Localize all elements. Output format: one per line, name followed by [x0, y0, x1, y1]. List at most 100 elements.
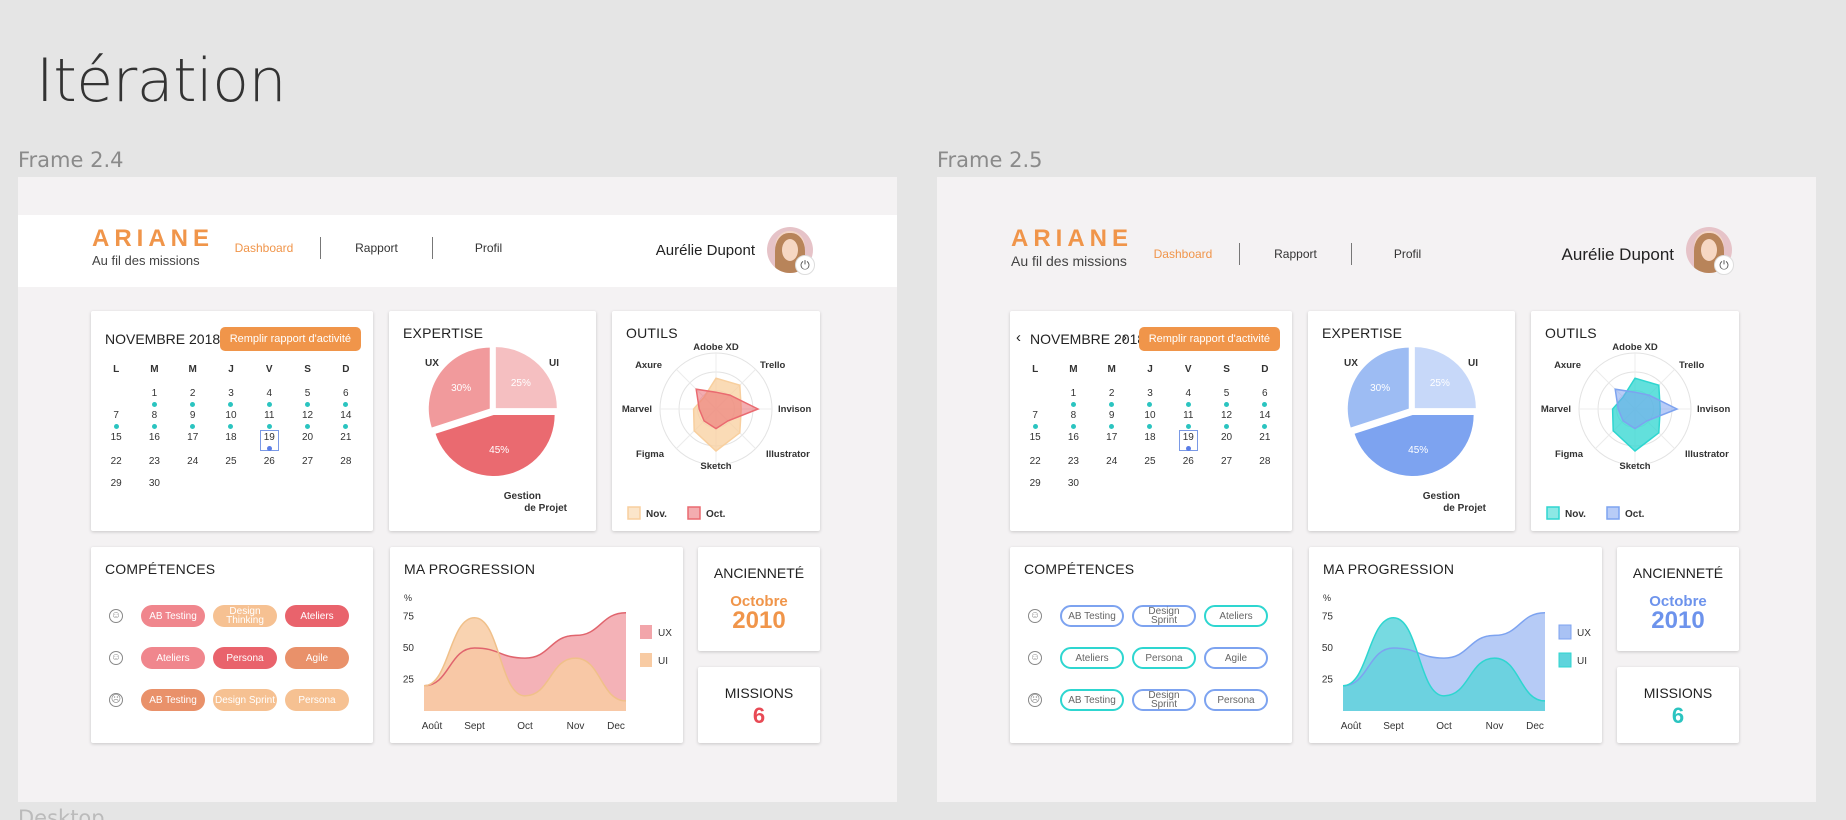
calendar-day[interactable]: 14 — [327, 409, 365, 431]
logo[interactable]: ARIANE Au fil des missions — [1011, 227, 1133, 270]
calendar-day[interactable]: 25 — [212, 455, 250, 477]
calendar-day[interactable]: 17 — [1093, 431, 1131, 455]
calendar-day[interactable]: 12 — [288, 409, 326, 431]
calendar-day[interactable]: 20 — [1207, 431, 1245, 455]
skill-chip[interactable]: Persona — [285, 689, 349, 711]
calendar-day[interactable]: 27 — [288, 455, 326, 477]
calendar-day[interactable]: 10 — [212, 409, 250, 431]
nav-item-profil[interactable]: Profil — [432, 237, 544, 259]
skill-chip[interactable]: Persona — [213, 647, 277, 669]
calendar-day[interactable]: 10 — [1131, 409, 1169, 431]
calendar-day[interactable]: 17 — [174, 431, 212, 455]
calendar-day[interactable]: 3 — [1131, 387, 1169, 409]
calendar-day[interactable]: 3 — [212, 387, 250, 409]
calendar-day[interactable]: 8 — [1054, 409, 1092, 431]
calendar-day[interactable]: 11 — [250, 409, 288, 431]
calendar-day[interactable]: 26 — [1169, 455, 1207, 477]
nav-item-profil[interactable]: Profil — [1351, 243, 1463, 265]
activity-dot — [1224, 424, 1230, 429]
skill-chip[interactable]: Design Sprint — [1132, 605, 1196, 627]
calendar-day[interactable]: 21 — [327, 431, 365, 455]
calendar-day[interactable]: 14 — [1246, 409, 1284, 431]
skill-chip[interactable]: Design Sprint — [1132, 689, 1196, 711]
calendar-day[interactable]: 7 — [97, 409, 135, 431]
calendar-day[interactable]: 8 — [135, 409, 173, 431]
calendar-day[interactable]: 29 — [1016, 477, 1054, 499]
calendar-day[interactable]: 21 — [1246, 431, 1284, 455]
calendar-day[interactable]: 4 — [250, 387, 288, 409]
calendar-day[interactable]: 12 — [1207, 409, 1245, 431]
calendar-day[interactable]: 19 — [1169, 430, 1207, 455]
skill-chip[interactable]: Design Sprint — [213, 689, 277, 711]
calendar-day[interactable]: 15 — [97, 431, 135, 455]
chevron-left-icon[interactable]: ‹ — [1016, 329, 1021, 346]
calendar-day[interactable]: 5 — [1207, 387, 1245, 409]
fill-report-button[interactable]: Remplir rapport d'activité — [1138, 327, 1280, 351]
calendar-day[interactable]: 9 — [1093, 409, 1131, 431]
calendar-day[interactable]: 16 — [135, 431, 173, 455]
calendar-day[interactable]: 1 — [135, 387, 173, 409]
calendar-day-number: 5 — [304, 388, 311, 399]
skill-chip[interactable]: Ateliers — [141, 647, 205, 669]
calendar-day[interactable]: 25 — [1131, 455, 1169, 477]
calendar-day[interactable]: 4 — [1169, 387, 1207, 409]
calendar-day[interactable]: 15 — [1016, 431, 1054, 455]
skill-chip[interactable]: Agile — [1204, 647, 1268, 669]
skill-chip[interactable]: AB Testing — [1060, 605, 1124, 627]
calendar-day[interactable]: 19 — [250, 430, 288, 455]
activity-dot — [151, 402, 157, 407]
calendar-day[interactable]: 6 — [1246, 387, 1284, 409]
skill-chip[interactable]: Ateliers — [1204, 605, 1268, 627]
calendar-day[interactable]: 30 — [135, 477, 173, 499]
fill-report-button[interactable]: Remplir rapport d'activité — [219, 327, 361, 351]
calendar-day[interactable]: 22 — [97, 455, 135, 477]
calendar-day[interactable]: 2 — [174, 387, 212, 409]
calendar-day[interactable]: 30 — [1054, 477, 1092, 499]
power-icon[interactable]: ⏻ — [795, 255, 815, 275]
calendar-day[interactable]: 26 — [250, 455, 288, 477]
chevron-right-icon[interactable]: › — [1122, 329, 1127, 346]
calendar-day[interactable]: 1 — [1054, 387, 1092, 409]
pie-slice-ui — [495, 347, 557, 409]
calendar-day[interactable]: 28 — [327, 455, 365, 477]
nav-item-rapport[interactable]: Rapport — [320, 237, 432, 259]
skill-chip[interactable]: AB Testing — [1060, 689, 1124, 711]
calendar-day[interactable]: 23 — [135, 455, 173, 477]
calendar-day[interactable]: 23 — [1054, 455, 1092, 477]
skill-chip[interactable]: Agile — [285, 647, 349, 669]
skill-chip[interactable]: Persona — [1132, 647, 1196, 669]
skill-chip[interactable]: AB Testing — [141, 605, 205, 627]
user-name: Aurélie Dupont — [655, 242, 755, 259]
calendar-day[interactable]: 22 — [1016, 455, 1054, 477]
logo[interactable]: ARIANE Au fil des missions — [92, 227, 214, 269]
calendar-day[interactable]: 11 — [1169, 409, 1207, 431]
avatar[interactable] — [767, 227, 813, 273]
skill-chip[interactable]: Ateliers — [1060, 647, 1124, 669]
calendar-day[interactable]: 18 — [212, 431, 250, 455]
calendar-day[interactable]: 24 — [174, 455, 212, 477]
nav-item-dashboard[interactable]: Dashboard — [234, 241, 294, 255]
calendar-day[interactable]: 5 — [288, 387, 326, 409]
competence-row: ☺ Ateliers Persona Agile — [109, 645, 349, 671]
skill-chip[interactable]: AB Testing — [141, 689, 205, 711]
nav-item-rapport[interactable]: Rapport — [1239, 243, 1351, 265]
nav-item-dashboard[interactable]: Dashboard — [1153, 247, 1213, 261]
skill-chip[interactable]: Ateliers — [285, 605, 349, 627]
skill-chip[interactable]: Persona — [1204, 689, 1268, 711]
calendar-day[interactable]: 24 — [1093, 455, 1131, 477]
calendar-card: NOVEMBRE 2018 Remplir rapport d'activité L… — [91, 311, 373, 531]
skill-chip[interactable]: Design Thinking — [213, 605, 277, 627]
power-icon[interactable]: ⏻ — [1714, 255, 1734, 275]
calendar-day[interactable]: 6 — [327, 387, 365, 409]
calendar-day[interactable]: 28 — [1246, 455, 1284, 477]
calendar-day[interactable]: 7 — [1016, 409, 1054, 431]
calendar-day[interactable]: 18 — [1131, 431, 1169, 455]
calendar-day[interactable]: 27 — [1207, 455, 1245, 477]
calendar-day[interactable]: 29 — [97, 477, 135, 499]
calendar-day[interactable]: 9 — [174, 409, 212, 431]
calendar-day[interactable]: 20 — [288, 431, 326, 455]
calendar-day[interactable]: 2 — [1093, 387, 1131, 409]
calendar-week-row: 29 30 — [97, 477, 365, 499]
anciennete-title: ANCIENNETÉ — [1632, 565, 1724, 581]
calendar-day[interactable]: 16 — [1054, 431, 1092, 455]
